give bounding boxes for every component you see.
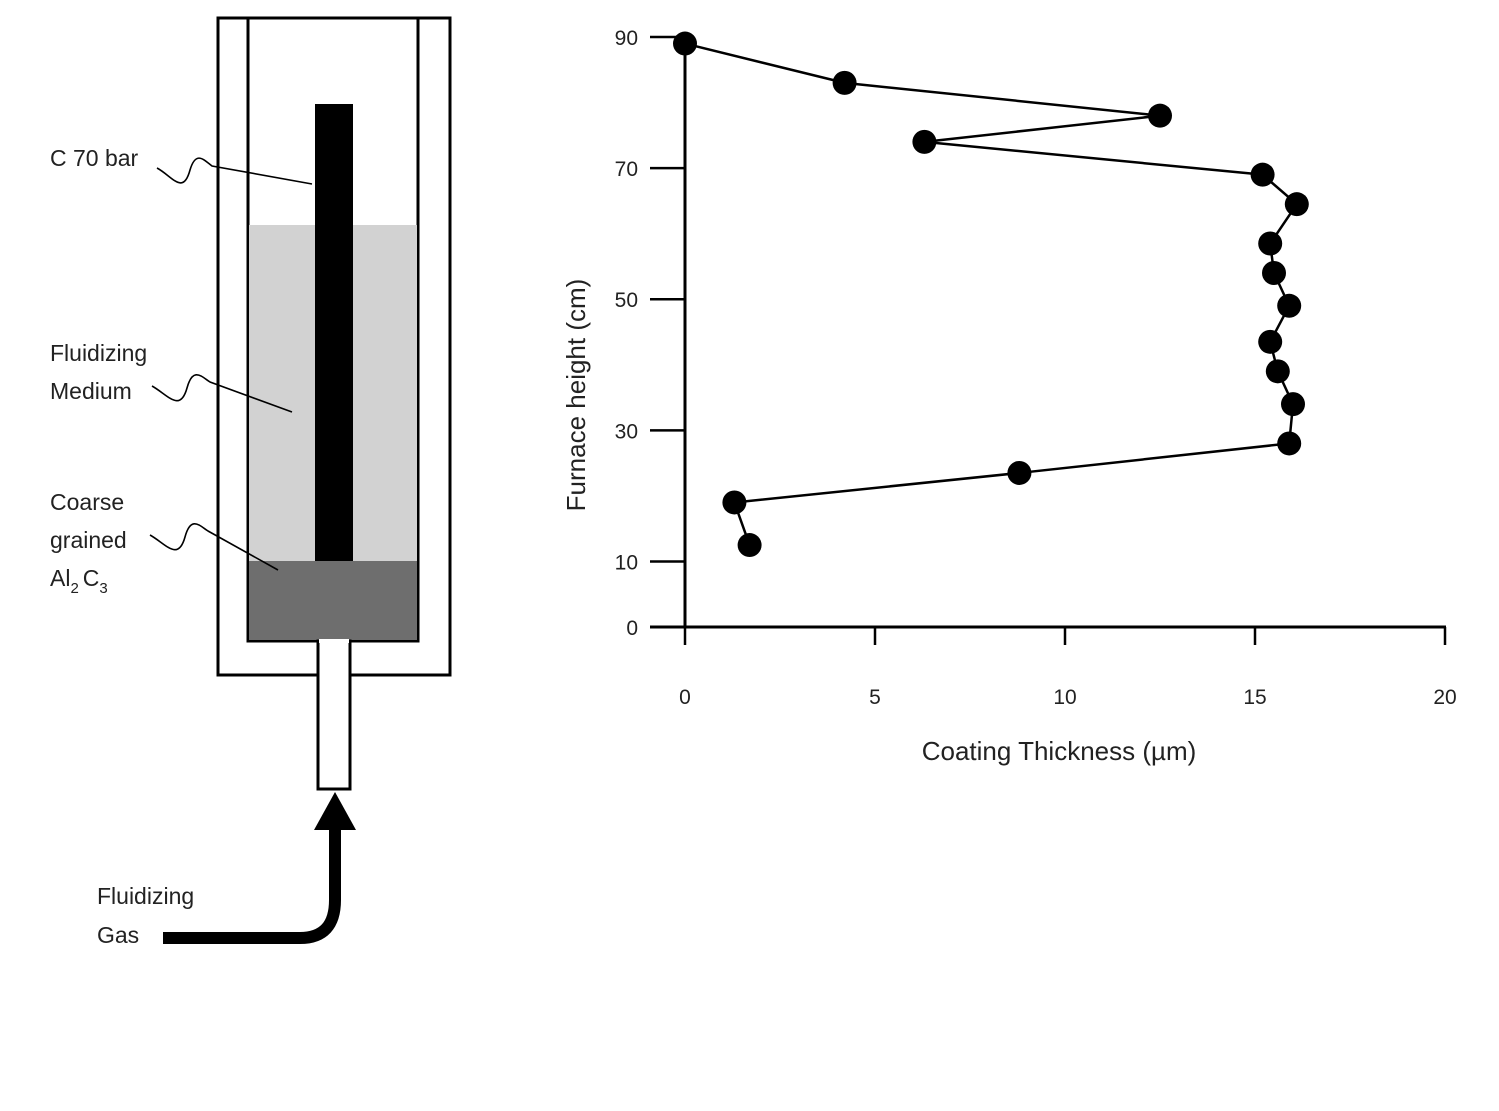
data-point (1258, 329, 1283, 354)
gas-arrow-head (314, 792, 356, 830)
coarse-leader-line (149, 523, 279, 571)
x-ticks: 0 5 10 15 20 (679, 627, 1457, 709)
y-ticks: 0 10 30 50 70 90 (615, 27, 685, 640)
x-axis-title: Coating Thickness (µm) (922, 736, 1197, 766)
fluidized-bed-diagram: C 70 bar Fluidizing Medium Coarse graine… (50, 16, 452, 948)
x-tick-label: 5 (869, 686, 881, 709)
x-tick-label: 20 (1433, 686, 1456, 709)
x-tick-label: 10 (1053, 686, 1076, 709)
medium-label-line1: Fluidizing (50, 340, 147, 366)
data-point (673, 31, 697, 56)
gas-inlet-tube (316, 639, 352, 791)
c70-bar (315, 104, 353, 561)
al-symbol: Al (50, 565, 70, 591)
data-point (832, 70, 857, 95)
data-point (1281, 392, 1305, 417)
gas-label-line1: Fluidizing (97, 883, 194, 909)
data-point (1284, 192, 1309, 217)
x-tick-label: 15 (1243, 686, 1266, 709)
al-subscript: 2 (70, 580, 78, 597)
data-point (912, 129, 937, 154)
series-points (673, 31, 1309, 558)
al2c3-label: Al2 C3 (50, 565, 108, 597)
coarse-label-line2: grained (50, 527, 127, 553)
data-point (737, 533, 762, 558)
data-point (1007, 460, 1032, 485)
gas-label-line2: Gas (97, 922, 139, 948)
y-tick-label: 10 (615, 551, 638, 574)
data-point (1277, 431, 1302, 456)
series-line (684, 42, 1299, 546)
y-tick-label: 30 (615, 420, 638, 443)
y-tick-label: 90 (615, 27, 638, 50)
data-point (1258, 231, 1283, 256)
medium-leader-line (151, 374, 293, 413)
medium-label-line2: Medium (50, 378, 132, 404)
y-tick-label: 0 (626, 617, 638, 640)
coarse-grained-layer (249, 561, 417, 640)
coarse-label-line1: Coarse (50, 489, 124, 515)
data-point (1250, 162, 1275, 187)
y-axis-title: Furnace height (cm) (561, 279, 591, 512)
data-point (1148, 103, 1172, 128)
data-point (1265, 359, 1290, 384)
data-point (1262, 261, 1286, 285)
gas-flow-arrow (163, 826, 341, 944)
c-subscript: 3 (99, 580, 107, 597)
x-tick-label: 0 (679, 686, 691, 709)
c-symbol: C (83, 565, 100, 591)
data-point (1277, 293, 1302, 318)
bar-leader-line (156, 157, 313, 185)
y-tick-label: 50 (615, 289, 638, 312)
coating-thickness-chart: 0 5 10 15 20 0 10 30 50 70 90 Coating Thickness (… (561, 27, 1457, 766)
bar-label: C 70 bar (50, 145, 139, 171)
data-point (722, 490, 747, 515)
y-tick-label: 70 (615, 158, 638, 181)
